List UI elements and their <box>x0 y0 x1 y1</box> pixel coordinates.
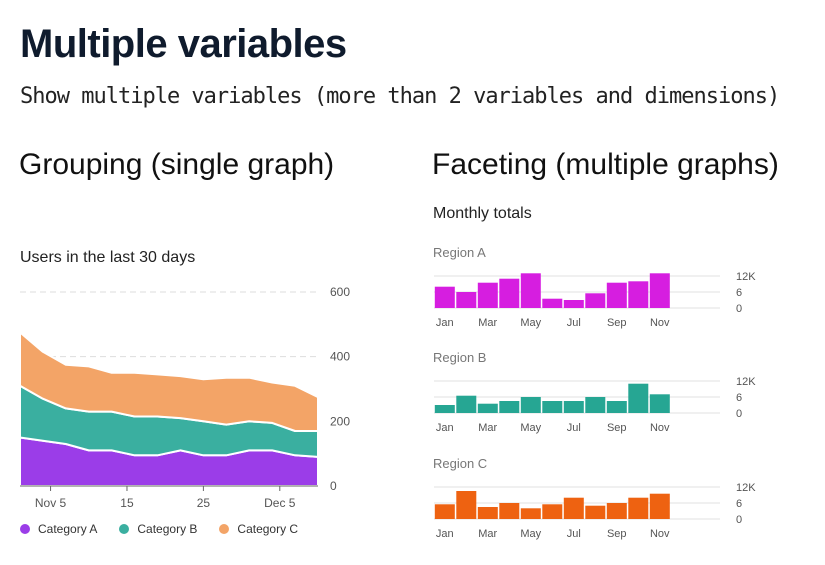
area-x-tick-label: Dec 5 <box>264 496 296 510</box>
bar-region-a <box>456 292 477 308</box>
bar-region-b <box>563 401 584 413</box>
facet-x-tick-label: Nov <box>650 528 670 540</box>
legend-label-category-a: Category A <box>38 522 98 536</box>
facet-x-tick-label: Jul <box>567 317 581 329</box>
bar-region-b <box>499 401 520 413</box>
area-y-tick-label: 600 <box>330 285 350 299</box>
legend-label-category-b: Category B <box>137 522 198 536</box>
bar-region-a <box>563 300 584 308</box>
bar-region-c <box>499 503 520 519</box>
facet-x-tick-label: Jan <box>436 528 454 540</box>
bar-region-b <box>649 394 670 413</box>
bar-region-c <box>520 508 541 519</box>
panel-title-region-c: Region C <box>433 456 487 471</box>
area-x-tick-label: Nov 5 <box>35 496 67 510</box>
bar-region-a <box>628 281 649 308</box>
facet-y-tick-label: 0 <box>736 303 742 315</box>
area-x-tick-label: 15 <box>120 496 134 510</box>
bar-region-a <box>499 278 520 308</box>
legend-label-category-c: Category C <box>237 522 299 536</box>
bar-region-b <box>520 397 541 413</box>
bar-region-b <box>434 405 455 413</box>
facet-y-tick-label: 12K <box>736 482 756 494</box>
facet-y-tick-label: 6 <box>736 287 742 299</box>
bar-region-a <box>606 282 627 308</box>
facet-x-tick-label: Nov <box>650 422 670 434</box>
facet-y-tick-label: 0 <box>736 514 742 526</box>
grouping-section-title: Grouping (single graph) <box>19 148 335 181</box>
facet-x-tick-label: Mar <box>478 317 497 329</box>
area-chart-legend: Category A Category B Category C <box>20 522 320 536</box>
monthly-chart-title: Monthly totals <box>433 205 532 222</box>
facet-x-tick-label: Nov <box>650 317 670 329</box>
bar-region-c <box>563 497 584 519</box>
area-y-tick-label: 200 <box>330 414 350 428</box>
bar-region-c <box>606 503 627 519</box>
area-y-tick-label: 400 <box>330 350 350 364</box>
legend-item-category-b: Category B <box>119 522 197 536</box>
facet-x-tick-label: Jul <box>567 422 581 434</box>
bar-region-c <box>628 497 649 519</box>
page-subtitle: Show multiple variables (more than 2 var… <box>20 84 780 109</box>
bar-region-b <box>606 401 627 413</box>
legend-swatch-category-a <box>20 524 30 534</box>
faceting-section-title: Faceting (multiple graphs) <box>432 148 779 181</box>
facet-x-tick-label: May <box>520 528 541 540</box>
bar-region-a <box>542 298 563 308</box>
bar-region-a <box>477 282 498 308</box>
bar-region-b <box>628 383 649 413</box>
bar-region-c <box>542 504 563 519</box>
facet-x-tick-label: Mar <box>478 528 497 540</box>
facet-x-tick-label: Jan <box>436 317 454 329</box>
area-series-category-c <box>19 331 319 432</box>
bar-region-c <box>456 491 477 519</box>
facet-y-tick-label: 6 <box>736 498 742 510</box>
facet-x-tick-label: Sep <box>607 317 627 329</box>
bar-region-c <box>585 505 606 519</box>
bar-region-a <box>585 293 606 308</box>
facet-x-tick-label: Jul <box>567 528 581 540</box>
facet-y-tick-label: 0 <box>736 408 742 420</box>
panel-title-region-b: Region B <box>433 350 486 365</box>
legend-item-category-c: Category C <box>219 522 298 536</box>
page-title: Multiple variables <box>20 22 347 66</box>
bar-region-a <box>520 273 541 308</box>
area-x-tick-label: 25 <box>197 496 211 510</box>
legend-item-category-a: Category A <box>20 522 97 536</box>
bar-region-b <box>585 397 606 413</box>
panel-title-region-a: Region A <box>433 245 486 260</box>
facet-x-tick-label: Sep <box>607 528 627 540</box>
facet-x-tick-label: May <box>520 422 541 434</box>
bar-region-a <box>649 273 670 308</box>
legend-swatch-category-c <box>219 524 230 534</box>
legend-swatch-category-b <box>119 524 130 534</box>
facet-y-tick-label: 12K <box>736 376 756 388</box>
area-y-tick-label: 0 <box>330 479 337 493</box>
bar-region-a <box>434 286 455 308</box>
facet-x-tick-label: Mar <box>478 422 497 434</box>
facet-y-tick-label: 6 <box>736 392 742 404</box>
bar-region-b <box>542 401 563 413</box>
bar-region-b <box>477 403 498 413</box>
facet-x-tick-label: Jan <box>436 422 454 434</box>
facet-y-tick-label: 12K <box>736 271 756 283</box>
bar-region-c <box>649 493 670 519</box>
area-chart-title: Users in the last 30 days <box>20 249 196 266</box>
facet-x-tick-label: Sep <box>607 422 627 434</box>
facet-x-tick-label: May <box>520 317 541 329</box>
bar-region-c <box>434 504 455 519</box>
bar-region-b <box>456 395 477 413</box>
bar-region-c <box>477 507 498 519</box>
